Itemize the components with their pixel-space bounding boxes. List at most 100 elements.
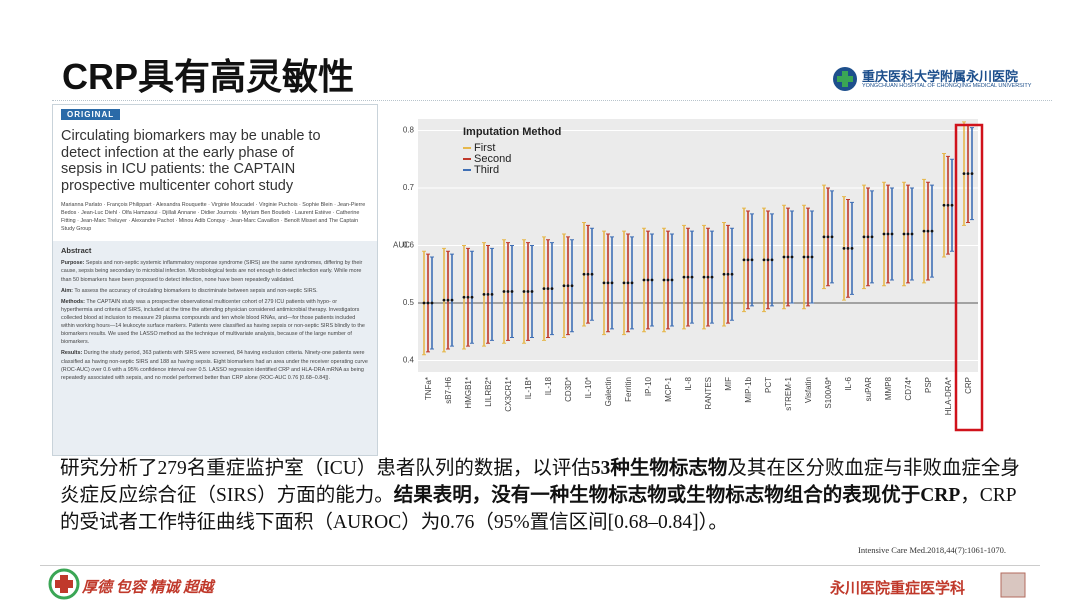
point	[930, 229, 934, 233]
point	[870, 235, 874, 239]
abstract-text: To assess the accuracy of circulating bi…	[74, 287, 318, 294]
point	[910, 232, 914, 236]
point	[590, 272, 594, 276]
point	[830, 235, 834, 239]
y-tick-label: 0.4	[403, 356, 415, 365]
point	[882, 232, 886, 236]
point	[730, 272, 734, 276]
point	[722, 272, 726, 276]
point	[522, 290, 526, 293]
point	[702, 275, 706, 279]
point	[890, 232, 894, 236]
point	[490, 292, 494, 296]
point	[662, 278, 666, 282]
point	[926, 229, 930, 233]
abstract-label: Purpose:	[61, 260, 85, 267]
point	[826, 235, 830, 239]
abstract-label: Results:	[61, 350, 83, 357]
abstract-label: Aim:	[61, 287, 73, 294]
point	[466, 295, 470, 299]
point	[502, 290, 506, 293]
point	[422, 301, 426, 305]
point	[902, 232, 906, 236]
point	[950, 203, 954, 207]
legend-label: Third	[474, 164, 499, 176]
y-tick-label: 0.7	[403, 183, 415, 192]
point	[726, 272, 730, 276]
hospital-logo	[833, 67, 857, 91]
point	[822, 235, 826, 239]
x-tick-label: CD74*	[904, 377, 913, 401]
point	[922, 229, 926, 233]
highlight-box	[954, 123, 984, 432]
x-tick-label: sTREM-1	[784, 376, 793, 410]
point	[770, 258, 774, 262]
x-tick-label: Galectin	[604, 377, 613, 406]
x-tick-label: CRP	[964, 377, 973, 394]
point	[850, 246, 854, 250]
point	[970, 172, 974, 176]
point	[426, 301, 430, 305]
x-tick-label: IL-8	[684, 376, 693, 390]
summary-segment: ，CRP的受试者工作特征曲线下面积（AUROC）为0.76（95%置信区间[0.…	[60, 485, 1017, 533]
footer-logo	[48, 568, 80, 600]
article-title: Circulating biomarkers may be unable to …	[61, 128, 321, 195]
point	[446, 298, 450, 302]
point	[886, 232, 890, 236]
point	[750, 258, 754, 262]
point	[866, 235, 870, 239]
x-tick-label: PCT	[764, 377, 773, 393]
x-tick-label: PSP	[924, 377, 933, 393]
point	[470, 295, 474, 299]
summary-segment: 研究分析了279名重症监护室（ICU）患者队列的数据，以评估	[60, 458, 591, 479]
point	[586, 272, 590, 276]
footer-seal	[1000, 572, 1026, 598]
point	[670, 278, 674, 282]
point	[710, 275, 714, 279]
point	[682, 275, 686, 279]
legend-label: Second	[474, 153, 511, 165]
x-tick-label: MIP-1b	[744, 376, 753, 402]
point	[686, 275, 690, 279]
summary-segment: 结果表明，没有一种生物标志物或生物标志物组合的表现优于CRP	[393, 485, 961, 506]
article-authors: Marianna Parlato · François Philippart ·…	[61, 201, 366, 233]
point	[742, 258, 746, 262]
legend-label: First	[474, 142, 495, 154]
point	[526, 290, 530, 293]
x-tick-label: IL-1B*	[524, 377, 533, 399]
x-tick-label: CD3D*	[564, 377, 573, 402]
x-tick-label: MIF	[724, 377, 733, 391]
point	[530, 290, 534, 293]
point	[690, 275, 694, 279]
point	[666, 278, 670, 282]
point	[706, 275, 710, 279]
x-tick-label: MMP8	[884, 376, 893, 400]
point	[646, 278, 650, 282]
point	[566, 284, 570, 288]
point	[570, 284, 574, 288]
abstract-paragraph: Methods: The CAPTAIN study was a prospec…	[61, 298, 369, 347]
point	[966, 172, 970, 176]
point	[606, 281, 610, 285]
point	[802, 255, 806, 259]
hospital-english: YONGCHUAN HOSPITAL OF CHONGQING MEDICAL …	[862, 83, 1032, 89]
y-tick-label: 0.5	[403, 298, 415, 307]
abstract-paragraph: Purpose: Sepsis and non-septic systemic …	[61, 259, 369, 283]
point	[862, 235, 866, 239]
point	[542, 287, 546, 291]
point	[806, 255, 810, 259]
y-axis-label: AUC	[393, 241, 410, 250]
abstract-paragraph: Aim: To assess the accuracy of circulati…	[61, 287, 369, 295]
x-tick-label: MCP-1	[664, 376, 673, 401]
x-tick-label: HMGB1*	[464, 377, 473, 409]
point	[610, 281, 614, 285]
x-tick-label: CX3CR1*	[504, 377, 513, 412]
point	[546, 287, 550, 291]
point	[786, 255, 790, 259]
abstract-text: The CAPTAIN study was a prospective obse…	[61, 298, 365, 346]
x-tick-label: IL-10*	[584, 377, 593, 398]
abstract-label: Methods:	[61, 298, 85, 305]
x-tick-label: RANTES	[704, 377, 713, 409]
abstract-heading: Abstract	[61, 246, 92, 256]
